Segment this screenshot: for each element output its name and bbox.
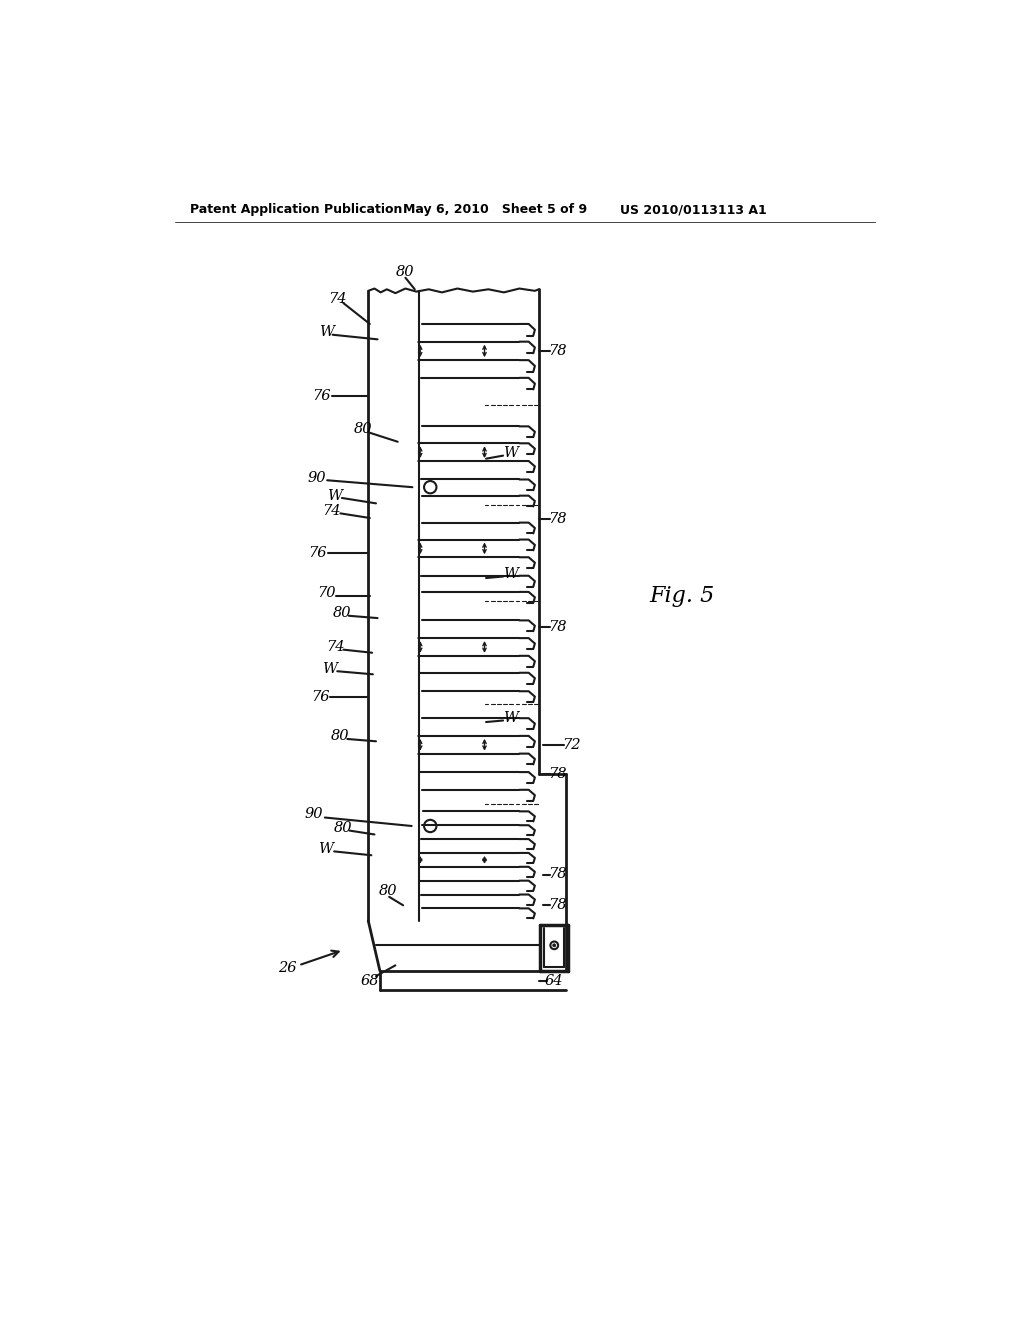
- Text: W: W: [318, 325, 334, 339]
- Text: 64: 64: [545, 974, 563, 987]
- Text: 80: 80: [379, 884, 397, 899]
- Text: 90: 90: [308, 471, 327, 484]
- Text: 80: 80: [331, 729, 349, 743]
- Text: W: W: [322, 661, 337, 676]
- Text: W: W: [503, 568, 517, 581]
- Text: 74: 74: [323, 504, 341, 517]
- Text: W: W: [327, 488, 342, 503]
- Text: 78: 78: [548, 512, 566, 525]
- Text: 78: 78: [548, 767, 566, 781]
- Text: May 6, 2010   Sheet 5 of 9: May 6, 2010 Sheet 5 of 9: [403, 203, 587, 216]
- Text: 76: 76: [311, 690, 330, 705]
- Text: 78: 78: [548, 899, 566, 912]
- Text: 74: 74: [328, 292, 346, 305]
- Text: 74: 74: [327, 640, 345, 655]
- Text: 76: 76: [308, 546, 327, 561]
- Text: 68: 68: [360, 974, 379, 987]
- Text: 26: 26: [278, 961, 296, 975]
- Text: 80: 80: [334, 821, 352, 836]
- Text: 72: 72: [562, 738, 581, 752]
- Text: W: W: [318, 842, 333, 857]
- Text: 80: 80: [353, 422, 372, 437]
- Text: Fig. 5: Fig. 5: [649, 585, 715, 607]
- Text: 78: 78: [548, 619, 566, 634]
- Text: 70: 70: [317, 586, 336, 601]
- Text: W: W: [503, 446, 517, 461]
- Text: 90: 90: [305, 808, 324, 821]
- Circle shape: [553, 944, 556, 946]
- Text: US 2010/0113113 A1: US 2010/0113113 A1: [621, 203, 767, 216]
- Text: Patent Application Publication: Patent Application Publication: [190, 203, 402, 216]
- Text: 76: 76: [312, 388, 331, 403]
- Text: W: W: [503, 711, 517, 725]
- Text: 78: 78: [548, 867, 566, 882]
- Text: 80: 80: [333, 606, 351, 619]
- Text: 78: 78: [548, 345, 566, 358]
- Text: 80: 80: [396, 265, 415, 280]
